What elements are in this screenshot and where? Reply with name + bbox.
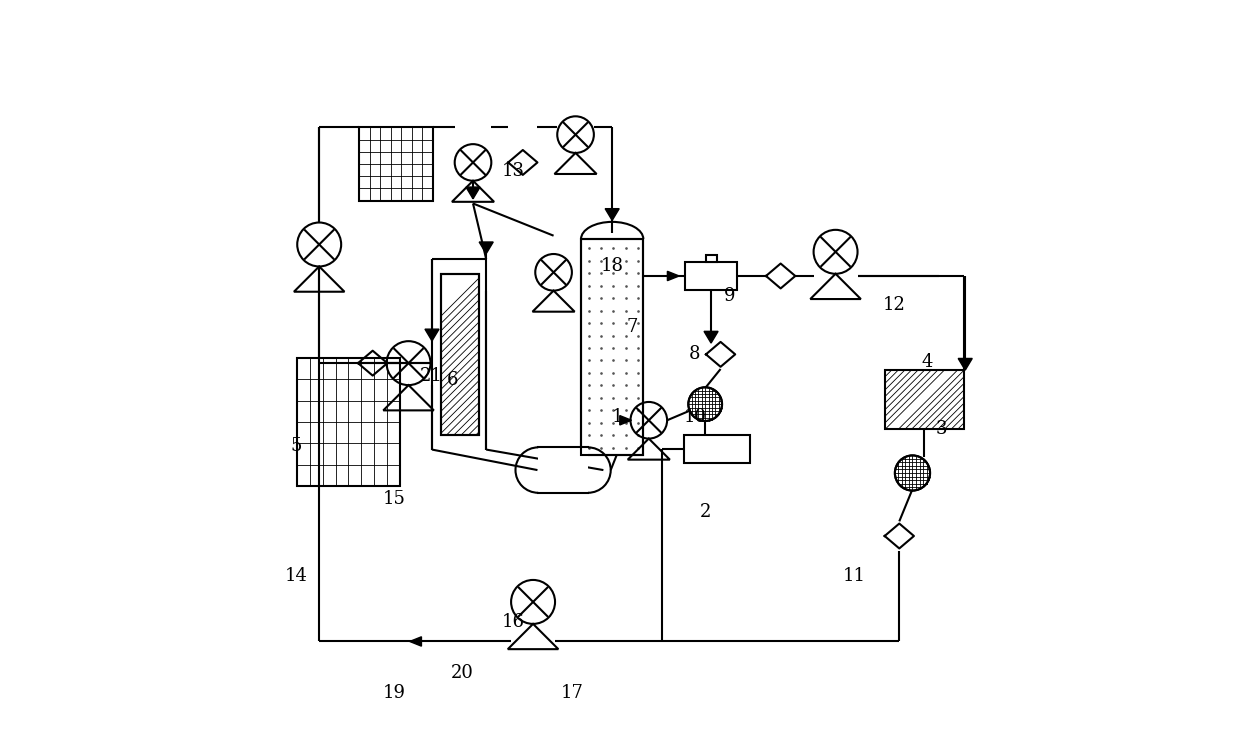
Bar bbox=[684, 435, 750, 463]
Bar bbox=[581, 239, 643, 455]
Text: 10: 10 bbox=[684, 407, 707, 426]
Bar bbox=[441, 274, 478, 435]
Text: 20: 20 bbox=[451, 664, 473, 682]
Text: 7: 7 bbox=[627, 317, 638, 336]
Bar bbox=[581, 239, 643, 455]
Bar bbox=[359, 127, 432, 201]
Text: 15: 15 bbox=[383, 490, 405, 508]
Text: 14: 14 bbox=[284, 567, 307, 584]
Polygon shape bbox=[620, 415, 632, 425]
Text: 2: 2 bbox=[700, 503, 711, 521]
Bar bbox=[705, 255, 716, 262]
Polygon shape bbox=[704, 331, 719, 343]
Bar bbox=[441, 274, 478, 435]
Text: 16: 16 bbox=[502, 613, 525, 631]
Text: 6: 6 bbox=[447, 371, 458, 389]
Polygon shape bbox=[466, 187, 479, 199]
Bar bbox=[297, 358, 400, 486]
Text: 21: 21 bbox=[420, 368, 442, 385]
Polygon shape bbox=[958, 359, 973, 370]
Text: 19: 19 bbox=[383, 683, 406, 702]
Polygon shape bbox=[479, 242, 493, 254]
Text: 5: 5 bbox=[290, 437, 301, 455]
Bar bbox=[885, 370, 964, 429]
Text: 17: 17 bbox=[560, 683, 584, 702]
Text: 1: 1 bbox=[612, 407, 623, 426]
Bar bbox=[538, 447, 589, 493]
Text: 18: 18 bbox=[601, 258, 623, 275]
Text: 11: 11 bbox=[843, 567, 865, 584]
Text: 12: 12 bbox=[882, 295, 906, 314]
Polygon shape bbox=[425, 329, 439, 341]
Text: 8: 8 bbox=[689, 345, 701, 363]
Polygon shape bbox=[605, 209, 620, 221]
Text: 13: 13 bbox=[502, 162, 525, 180]
Text: 9: 9 bbox=[724, 287, 735, 305]
Polygon shape bbox=[410, 637, 421, 646]
Polygon shape bbox=[668, 272, 679, 280]
Circle shape bbox=[689, 387, 722, 421]
Text: 3: 3 bbox=[935, 420, 948, 438]
Text: 4: 4 bbox=[922, 353, 933, 370]
Bar bbox=[685, 262, 737, 290]
Circle shape bbox=[895, 455, 930, 491]
